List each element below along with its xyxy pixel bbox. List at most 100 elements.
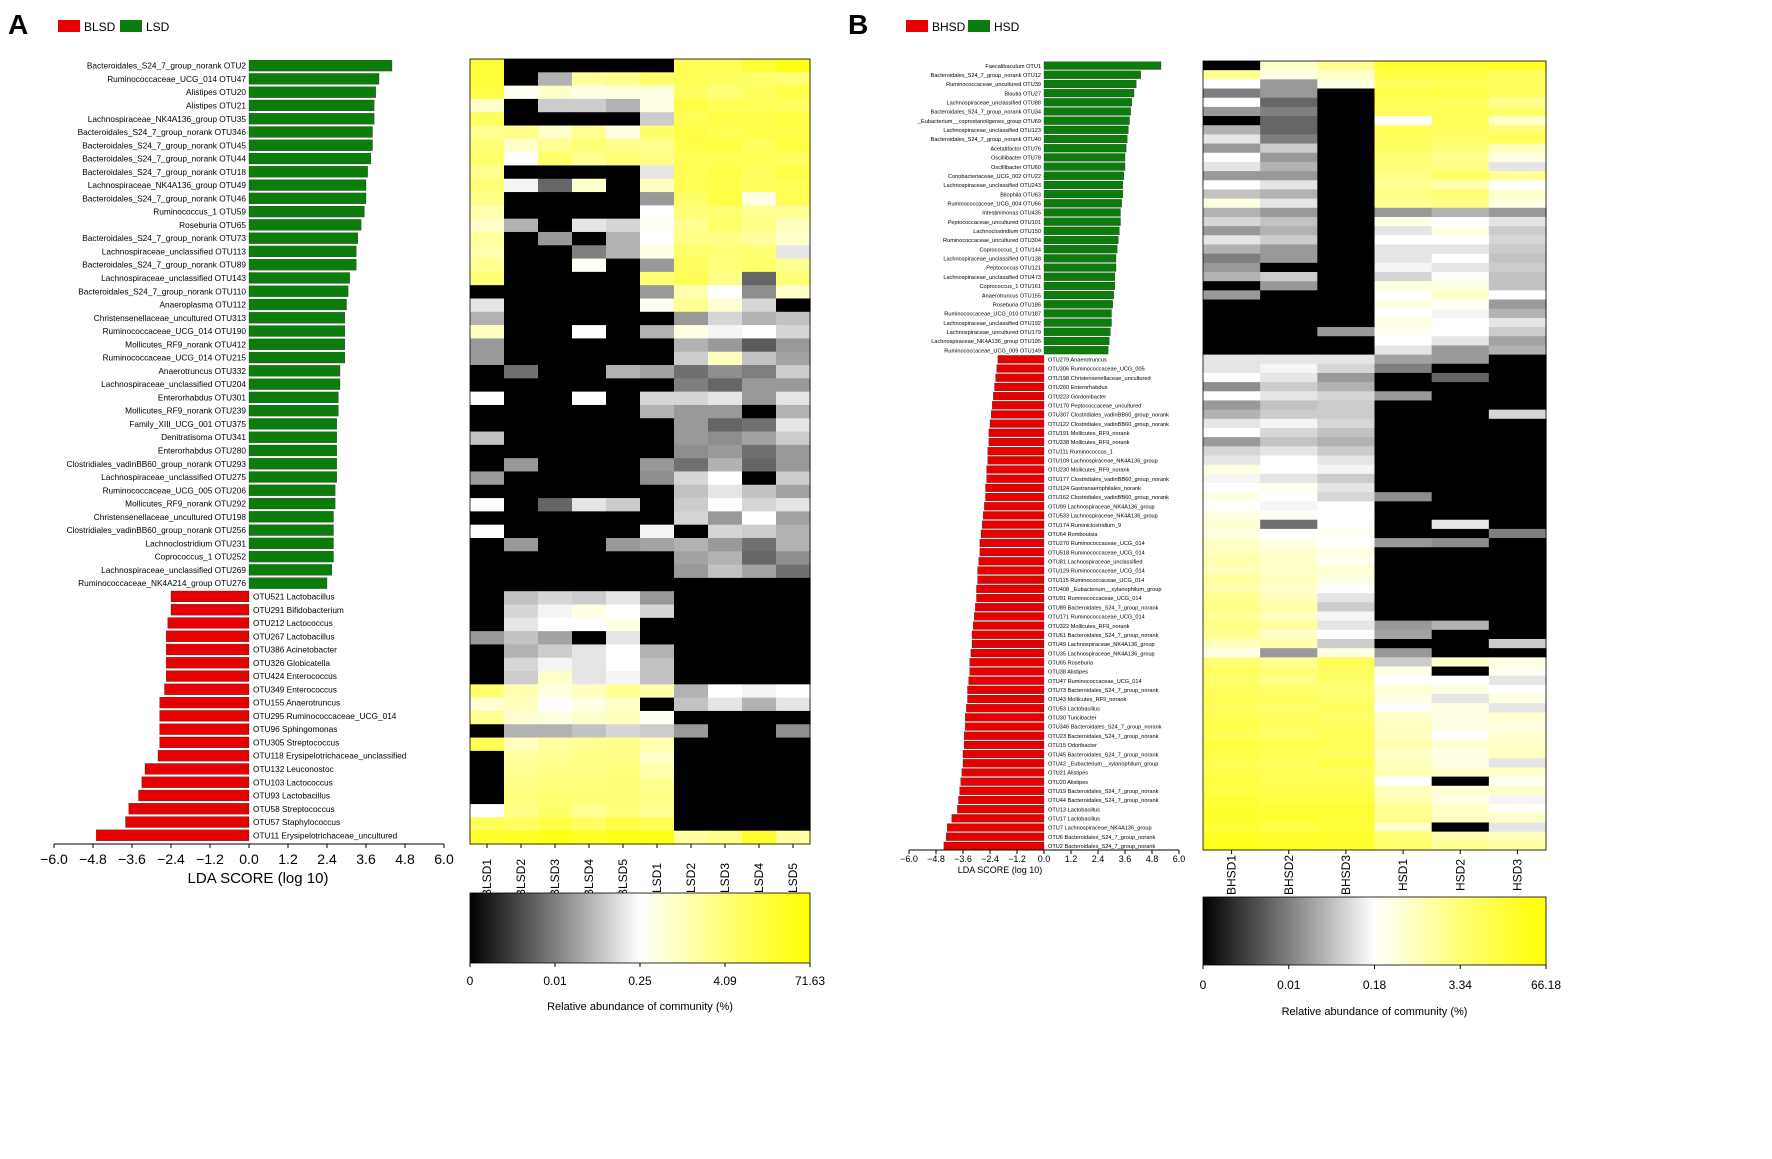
heatmap-cell	[1203, 831, 1261, 842]
heatmap-cell	[572, 830, 607, 845]
heatmap-cell	[776, 537, 811, 552]
heatmap-cell	[640, 764, 675, 779]
heatmap-cell	[1203, 813, 1261, 824]
bar-label: OTU109 Lachnospiraceae_NK4A136_group	[1048, 459, 1158, 465]
heatmap-cell	[1488, 538, 1547, 548]
heatmap-cell	[1317, 730, 1376, 741]
heatmap-cell	[1488, 648, 1547, 658]
heatmap-cell	[504, 737, 539, 752]
heatmap-cell	[572, 684, 607, 699]
lda-bar	[248, 272, 350, 284]
heatmap-cell	[1317, 106, 1376, 117]
heatmap-cell	[606, 404, 641, 419]
bar-label: OTU295 Ruminococcaceae_UCG_014	[253, 711, 397, 721]
bar-label: Lachnospiraceae_NK4A136_group OTU49	[88, 180, 247, 190]
heatmap-cell	[572, 631, 607, 646]
heatmap-cell	[606, 258, 641, 273]
heatmap-cell	[504, 591, 539, 606]
heatmap-cell	[674, 59, 709, 73]
heatmap-cell	[742, 271, 777, 286]
heatmap-cell	[1431, 611, 1490, 622]
heatmap-cell	[1374, 758, 1433, 769]
heatmap-cell	[1260, 88, 1318, 99]
heatmap-cell	[776, 804, 811, 818]
heatmap-cell	[708, 165, 743, 180]
heatmap-cell	[1203, 226, 1261, 236]
heatmap-cell	[538, 710, 573, 725]
heatmap-cell	[470, 617, 505, 632]
lda-bar	[248, 259, 357, 271]
heatmap-cell	[504, 498, 539, 512]
heatmap-cell	[606, 218, 641, 233]
heatmap-cell	[640, 444, 675, 459]
heatmap-cell	[1431, 767, 1490, 778]
heatmap-cell	[470, 458, 505, 473]
heatmap-cell	[640, 537, 675, 552]
bar-label: Lachnospiraceae_unclassified OTU473	[943, 275, 1041, 281]
heatmap-cell	[504, 764, 539, 779]
lda-bar	[1043, 116, 1130, 125]
heatmap-cell	[1317, 427, 1376, 438]
heatmap-cell	[640, 418, 675, 433]
heatmap-cell	[708, 537, 743, 552]
heatmap-cell	[1431, 473, 1490, 484]
heatmap-cell	[1431, 262, 1490, 273]
heatmap-cell	[708, 85, 743, 100]
heatmap-cell	[1260, 483, 1318, 493]
heatmap-cell	[1260, 703, 1318, 713]
lda-bar	[248, 405, 339, 417]
heatmap-cell	[1431, 207, 1490, 218]
heatmap-cell	[1317, 694, 1376, 704]
heatmap-cell	[1374, 106, 1433, 117]
heatmap-cell	[538, 817, 573, 832]
heatmap-cell	[1317, 703, 1376, 713]
heatmap-cell	[674, 218, 709, 233]
heatmap-cell	[538, 418, 573, 433]
lda-bar	[248, 312, 346, 324]
heatmap-cell	[1488, 189, 1547, 200]
heatmap-cell	[742, 298, 777, 313]
heatmap-cell	[1374, 437, 1433, 447]
heatmap-cell	[776, 631, 811, 646]
legend-swatch-HSD	[968, 20, 990, 32]
heatmap-cell	[470, 498, 505, 512]
lda-bar	[996, 364, 1045, 373]
heatmap-cell	[1203, 776, 1261, 787]
heatmap-cell	[1431, 161, 1490, 172]
heatmap-cell	[1203, 61, 1261, 71]
heatmap-cell	[640, 591, 675, 606]
heatmap-cell	[1431, 216, 1490, 227]
heatmap-cell	[606, 98, 641, 113]
heatmap-cell	[1260, 528, 1318, 539]
heatmap-cell	[1203, 244, 1261, 255]
heatmap-cell	[1317, 409, 1376, 420]
heatmap-cell	[1488, 446, 1547, 457]
heatmap-cell	[1317, 501, 1376, 512]
heatmap-cell	[1374, 198, 1433, 209]
heatmap-cell	[572, 311, 607, 326]
heatmap-cell	[1431, 391, 1490, 402]
heatmap-cell	[1260, 638, 1318, 649]
heatmap-cell	[1260, 382, 1318, 392]
heatmap-cell	[538, 577, 573, 592]
lda-bar	[989, 419, 1045, 428]
heatmap-cell	[674, 511, 709, 526]
heatmap-cell	[1374, 519, 1433, 530]
heatmap-cell	[470, 298, 505, 313]
heatmap-cell	[504, 617, 539, 632]
heatmap-cell	[1317, 290, 1376, 301]
heatmap-cell	[1488, 437, 1547, 447]
heatmap-cell	[1260, 308, 1318, 319]
heatmap-cell	[606, 710, 641, 725]
lda-bar	[248, 298, 347, 311]
heatmap-cell	[776, 524, 811, 539]
heatmap-cell	[1374, 666, 1433, 677]
heatmap-cell	[1260, 556, 1318, 567]
bar-label: OTU81 Lachnospiraceae_unclassified	[1048, 559, 1143, 565]
heatmap-cell	[470, 684, 505, 699]
heatmap-cell	[1203, 721, 1261, 732]
heatmap-cell	[1260, 547, 1318, 558]
heatmap-cell	[742, 458, 777, 473]
bar-label: Bacteroidales_S24_7_group_norank OTU89	[82, 260, 246, 270]
heatmap-cell	[1431, 739, 1490, 750]
